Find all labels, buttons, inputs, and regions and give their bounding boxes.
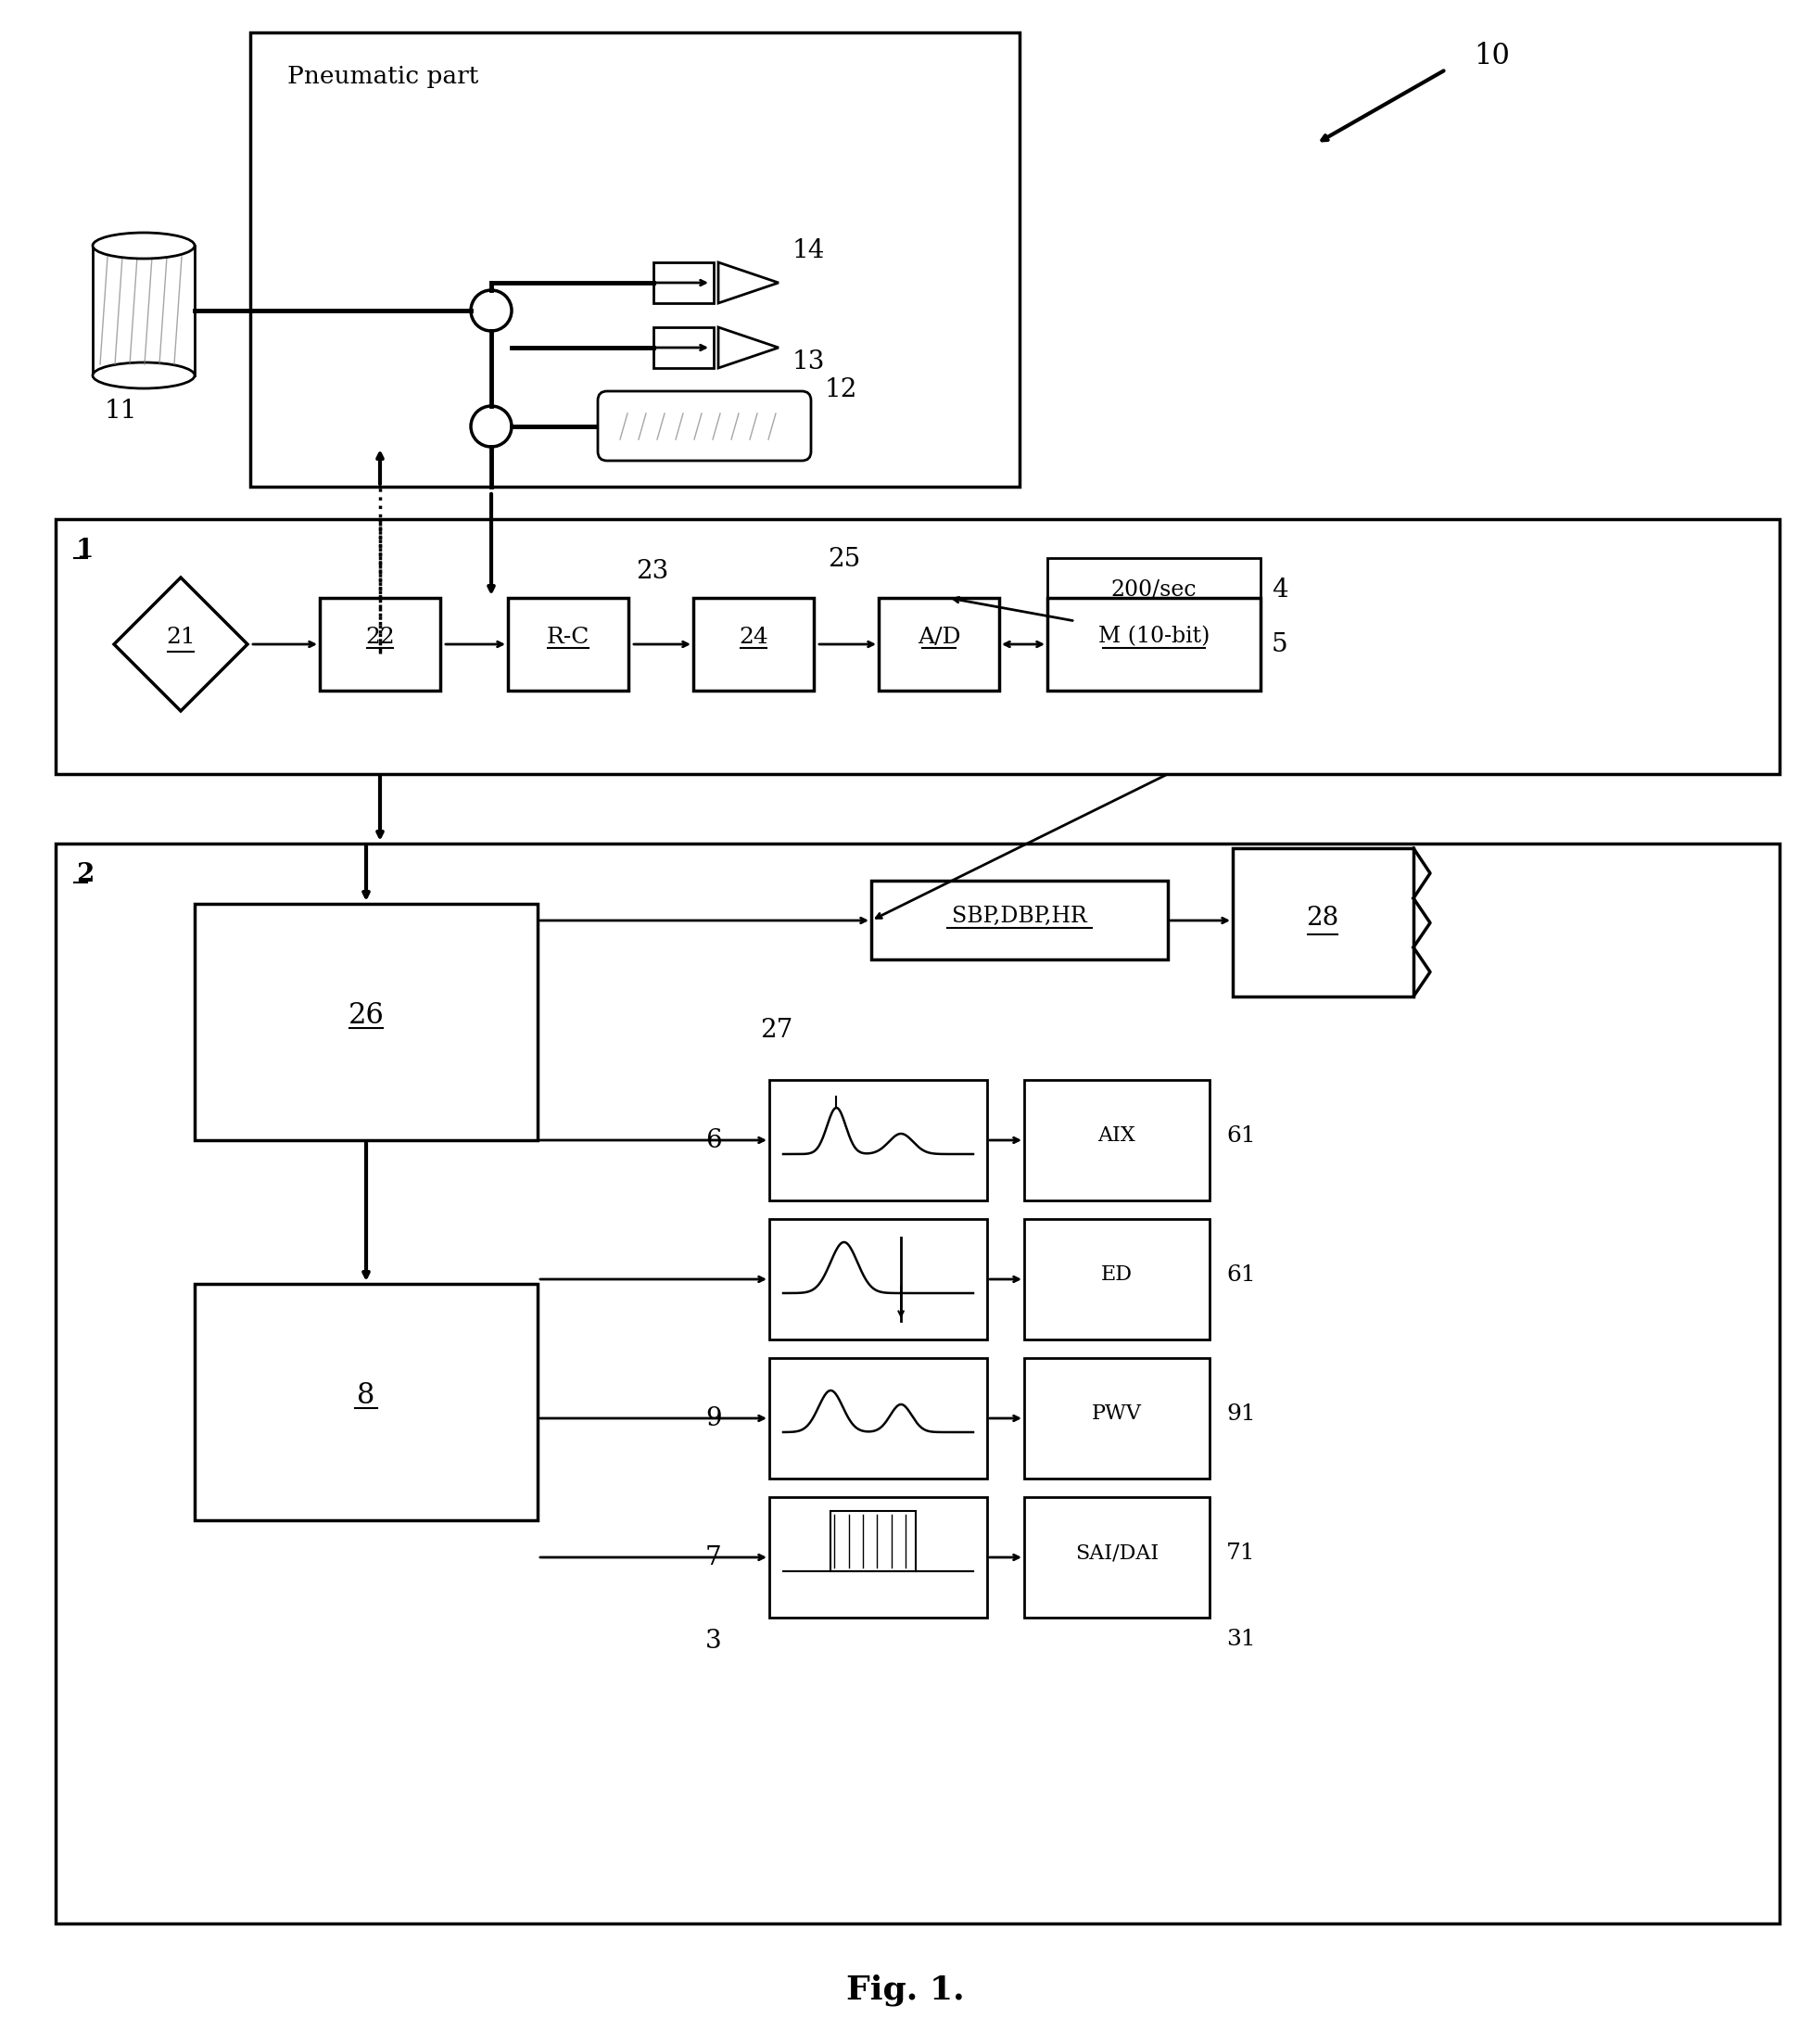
Bar xyxy=(830,1511,917,1572)
Text: 27: 27 xyxy=(759,1018,794,1042)
Text: PWV: PWV xyxy=(1093,1404,1142,1425)
Text: 24: 24 xyxy=(739,625,768,648)
Text: 14: 14 xyxy=(792,237,824,264)
Text: 2: 2 xyxy=(76,863,94,887)
Polygon shape xyxy=(718,262,779,303)
Bar xyxy=(694,599,814,691)
Bar xyxy=(1024,1218,1210,1339)
Bar xyxy=(1232,848,1413,997)
Text: 28: 28 xyxy=(1306,905,1339,930)
Polygon shape xyxy=(718,327,779,368)
Text: 12: 12 xyxy=(824,376,857,403)
Text: 71: 71 xyxy=(1227,1541,1256,1564)
Text: 21: 21 xyxy=(167,625,196,648)
Text: 22: 22 xyxy=(366,625,395,648)
Bar xyxy=(194,903,538,1141)
Bar xyxy=(770,1218,988,1339)
Bar xyxy=(1047,599,1261,691)
Text: 10: 10 xyxy=(1473,41,1509,69)
Bar xyxy=(1024,1079,1210,1200)
Bar xyxy=(56,519,1779,775)
Bar xyxy=(56,844,1779,1923)
Text: Pneumatic part: Pneumatic part xyxy=(288,65,478,88)
Ellipse shape xyxy=(92,233,194,260)
Text: Fig. 1.: Fig. 1. xyxy=(846,1975,964,2007)
Bar xyxy=(770,1079,988,1200)
Bar xyxy=(319,599,440,691)
Text: 6: 6 xyxy=(705,1128,721,1153)
Text: 26: 26 xyxy=(348,1002,384,1030)
Polygon shape xyxy=(114,578,248,711)
Bar xyxy=(1024,1496,1210,1617)
Bar xyxy=(879,599,998,691)
Text: ED: ED xyxy=(1102,1265,1132,1286)
Text: 8: 8 xyxy=(357,1382,375,1410)
Bar xyxy=(872,881,1169,959)
Text: R-C: R-C xyxy=(547,625,589,648)
Text: 25: 25 xyxy=(828,548,861,572)
FancyBboxPatch shape xyxy=(598,390,812,460)
Text: SBP,DBP,HR: SBP,DBP,HR xyxy=(951,905,1087,926)
Text: 200/sec: 200/sec xyxy=(1111,578,1196,601)
Bar xyxy=(250,33,1020,486)
Bar xyxy=(507,599,629,691)
Text: 3: 3 xyxy=(705,1629,721,1654)
Bar xyxy=(1024,1357,1210,1478)
Text: 91: 91 xyxy=(1227,1402,1256,1425)
Text: 7: 7 xyxy=(705,1545,721,1570)
Bar xyxy=(654,262,714,303)
Bar xyxy=(194,1284,538,1521)
Ellipse shape xyxy=(92,362,194,388)
Text: 4: 4 xyxy=(1272,576,1288,603)
Bar xyxy=(654,327,714,368)
Text: 61: 61 xyxy=(1227,1263,1256,1286)
Text: 11: 11 xyxy=(103,399,138,423)
Bar xyxy=(770,1357,988,1478)
Text: 1: 1 xyxy=(76,538,94,562)
Bar xyxy=(92,245,194,376)
Bar xyxy=(1047,558,1261,621)
Text: 23: 23 xyxy=(636,558,669,585)
Text: 5: 5 xyxy=(1272,632,1288,656)
Text: SAI/DAI: SAI/DAI xyxy=(1075,1543,1158,1564)
Text: A/D: A/D xyxy=(917,625,960,648)
Text: 13: 13 xyxy=(792,350,824,374)
Text: AIX: AIX xyxy=(1098,1126,1136,1147)
Text: 9: 9 xyxy=(705,1406,721,1431)
Bar xyxy=(770,1496,988,1617)
Text: M (10-bit): M (10-bit) xyxy=(1098,625,1210,648)
Text: 61: 61 xyxy=(1227,1124,1256,1147)
Text: 31: 31 xyxy=(1227,1629,1256,1650)
